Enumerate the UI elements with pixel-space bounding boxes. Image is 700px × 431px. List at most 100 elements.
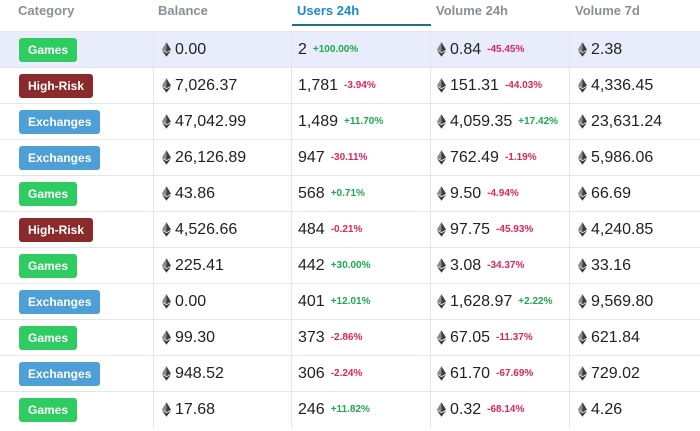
category-badge[interactable]: Exchanges	[19, 289, 101, 314]
users-24h-cell-value: 484	[298, 220, 325, 238]
balance-cell: 948.52	[154, 355, 292, 392]
volume-24h-cell-value: 4,059.35	[450, 112, 513, 130]
volume-24h-cell: 97.75 -45.93%	[431, 211, 570, 248]
ethereum-icon	[162, 41, 175, 59]
category-badge[interactable]: Games	[19, 253, 78, 278]
table-row[interactable]: Exchanges 26,126.89 947 -30.11% 762.49 -1.19%…	[0, 139, 700, 176]
column-header-volume-7d[interactable]: Volume 7d	[575, 3, 640, 18]
change-percent: +2.22%	[518, 296, 553, 307]
users-24h-cell-value: 373	[298, 328, 325, 346]
change-percent: -1.19%	[504, 152, 537, 163]
category-cell: Games	[0, 391, 154, 428]
table-row[interactable]: Exchanges 0.00 401 +12.01% 1,628.97 +2.22% 9,5…	[0, 283, 700, 320]
category-cell: High-Risk	[0, 67, 154, 104]
volume-7d-cell: 2.38	[570, 32, 700, 68]
category-cell: Exchanges	[0, 103, 154, 140]
ethereum-icon	[578, 41, 591, 59]
column-header-users-24h[interactable]: Users 24h	[292, 0, 431, 31]
volume-7d-cell: 4,240.85	[570, 212, 700, 248]
table-row[interactable]: High-Risk 4,526.66 484 -0.21% 97.75 -45.93% 4,…	[0, 211, 700, 248]
balance-cell-value: 0.00	[175, 40, 207, 58]
category-badge[interactable]: Games	[19, 181, 78, 206]
table-row[interactable]: Games 17.68 246 +11.82% 0.32 -68.14% 4.26	[0, 391, 700, 428]
category-badge[interactable]: Games	[19, 325, 78, 350]
category-badge[interactable]: Exchanges	[19, 145, 101, 170]
change-percent: +11.70%	[344, 116, 384, 127]
ethereum-icon	[578, 257, 591, 275]
table-row[interactable]: Exchanges 948.52 306 -2.24% 61.70 -67.69% 729.…	[0, 355, 700, 392]
users-24h-cell: 246 +11.82%	[292, 391, 431, 428]
column-header-balance[interactable]: Balance	[158, 3, 208, 18]
balance-cell: 17.68	[154, 391, 292, 428]
table-row[interactable]: Games 225.41 442 +30.00% 3.08 -34.37% 33.16	[0, 247, 700, 284]
volume-24h-cell-value: 1,628.97	[450, 292, 513, 310]
ethereum-icon	[162, 77, 175, 95]
users-24h-cell-value: 947	[298, 148, 325, 166]
ethereum-icon	[437, 329, 450, 347]
volume-7d-cell: 66.69	[570, 176, 700, 212]
volume-7d-cell-value: 4,336.45	[591, 76, 654, 94]
balance-cell: 43.86	[154, 175, 292, 212]
category-cell: Exchanges	[0, 355, 154, 392]
volume-7d-cell: 4,336.45	[570, 68, 700, 104]
balance-cell-value: 7,026.37	[175, 76, 238, 94]
volume-24h-cell: 151.31 -44.03%	[431, 67, 570, 104]
balance-cell-value: 43.86	[175, 184, 216, 202]
ethereum-icon	[578, 113, 591, 131]
balance-cell-value: 0.00	[175, 292, 207, 310]
users-24h-cell: 484 -0.21%	[292, 211, 431, 248]
ethereum-icon	[578, 149, 591, 167]
volume-24h-cell-value: 61.70	[450, 364, 491, 382]
ethereum-icon	[578, 293, 591, 311]
table-row[interactable]: Exchanges 47,042.99 1,489 +11.70% 4,059.35 +1…	[0, 103, 700, 140]
column-header-volume-24h[interactable]: Volume 24h	[436, 3, 509, 18]
ethereum-icon	[578, 365, 591, 383]
category-badge[interactable]: Games	[19, 37, 78, 62]
volume-7d-cell: 23,631.24	[570, 104, 700, 140]
category-badge[interactable]: High-Risk	[19, 73, 94, 98]
ethereum-icon	[437, 401, 450, 419]
users-24h-cell-value: 1,489	[298, 112, 339, 130]
category-badge[interactable]: Games	[19, 397, 78, 422]
category-cell: High-Risk	[0, 211, 154, 248]
ethereum-icon	[437, 257, 450, 275]
users-24h-cell-value: 442	[298, 256, 325, 274]
volume-7d-cell-value: 66.69	[591, 184, 632, 202]
change-percent: +12.01%	[330, 296, 371, 307]
category-badge[interactable]: Exchanges	[19, 361, 101, 386]
category-badge[interactable]: High-Risk	[19, 217, 94, 242]
users-24h-cell-value: 568	[298, 184, 325, 202]
table-header: Category Balance Users 24h Volume 24h Vo…	[0, 0, 700, 31]
volume-7d-cell-value: 2.38	[591, 40, 623, 58]
ethereum-icon	[162, 113, 175, 131]
ethereum-icon	[437, 113, 450, 131]
balance-cell-value: 948.52	[175, 364, 224, 382]
users-24h-cell-value: 1,781	[298, 76, 339, 94]
change-percent: +0.71%	[330, 188, 365, 199]
change-percent: -0.21%	[330, 224, 363, 235]
balance-cell: 0.00	[154, 283, 292, 320]
volume-24h-cell-value: 97.75	[450, 220, 491, 238]
balance-cell-value: 26,126.89	[175, 148, 247, 166]
table-row[interactable]: Games 99.30 373 -2.86% 67.05 -11.37% 621.84	[0, 319, 700, 356]
table-row[interactable]: Games 0.00 2 +100.00% 0.84 -45.45% 2.38	[0, 31, 700, 68]
balance-cell: 225.41	[154, 247, 292, 284]
balance-cell: 4,526.66	[154, 211, 292, 248]
column-header-category[interactable]: Category	[18, 3, 75, 18]
ethereum-icon	[578, 221, 591, 239]
ethereum-icon	[578, 185, 591, 203]
category-badge[interactable]: Exchanges	[19, 109, 101, 134]
change-percent: -30.11%	[330, 152, 368, 163]
users-24h-cell: 306 -2.24%	[292, 355, 431, 392]
category-cell: Exchanges	[0, 283, 154, 320]
volume-7d-cell: 33.16	[570, 248, 700, 284]
volume-7d-cell-value: 621.84	[591, 328, 640, 346]
table-row[interactable]: Games 43.86 568 +0.71% 9.50 -4.94% 66.69	[0, 175, 700, 212]
ethereum-icon	[162, 149, 175, 167]
ethereum-icon	[162, 329, 175, 347]
users-24h-cell-value: 306	[298, 364, 325, 382]
category-cell: Games	[0, 247, 154, 284]
table-row[interactable]: High-Risk 7,026.37 1,781 -3.94% 151.31 -44.03…	[0, 67, 700, 104]
category-cell: Games	[0, 319, 154, 356]
